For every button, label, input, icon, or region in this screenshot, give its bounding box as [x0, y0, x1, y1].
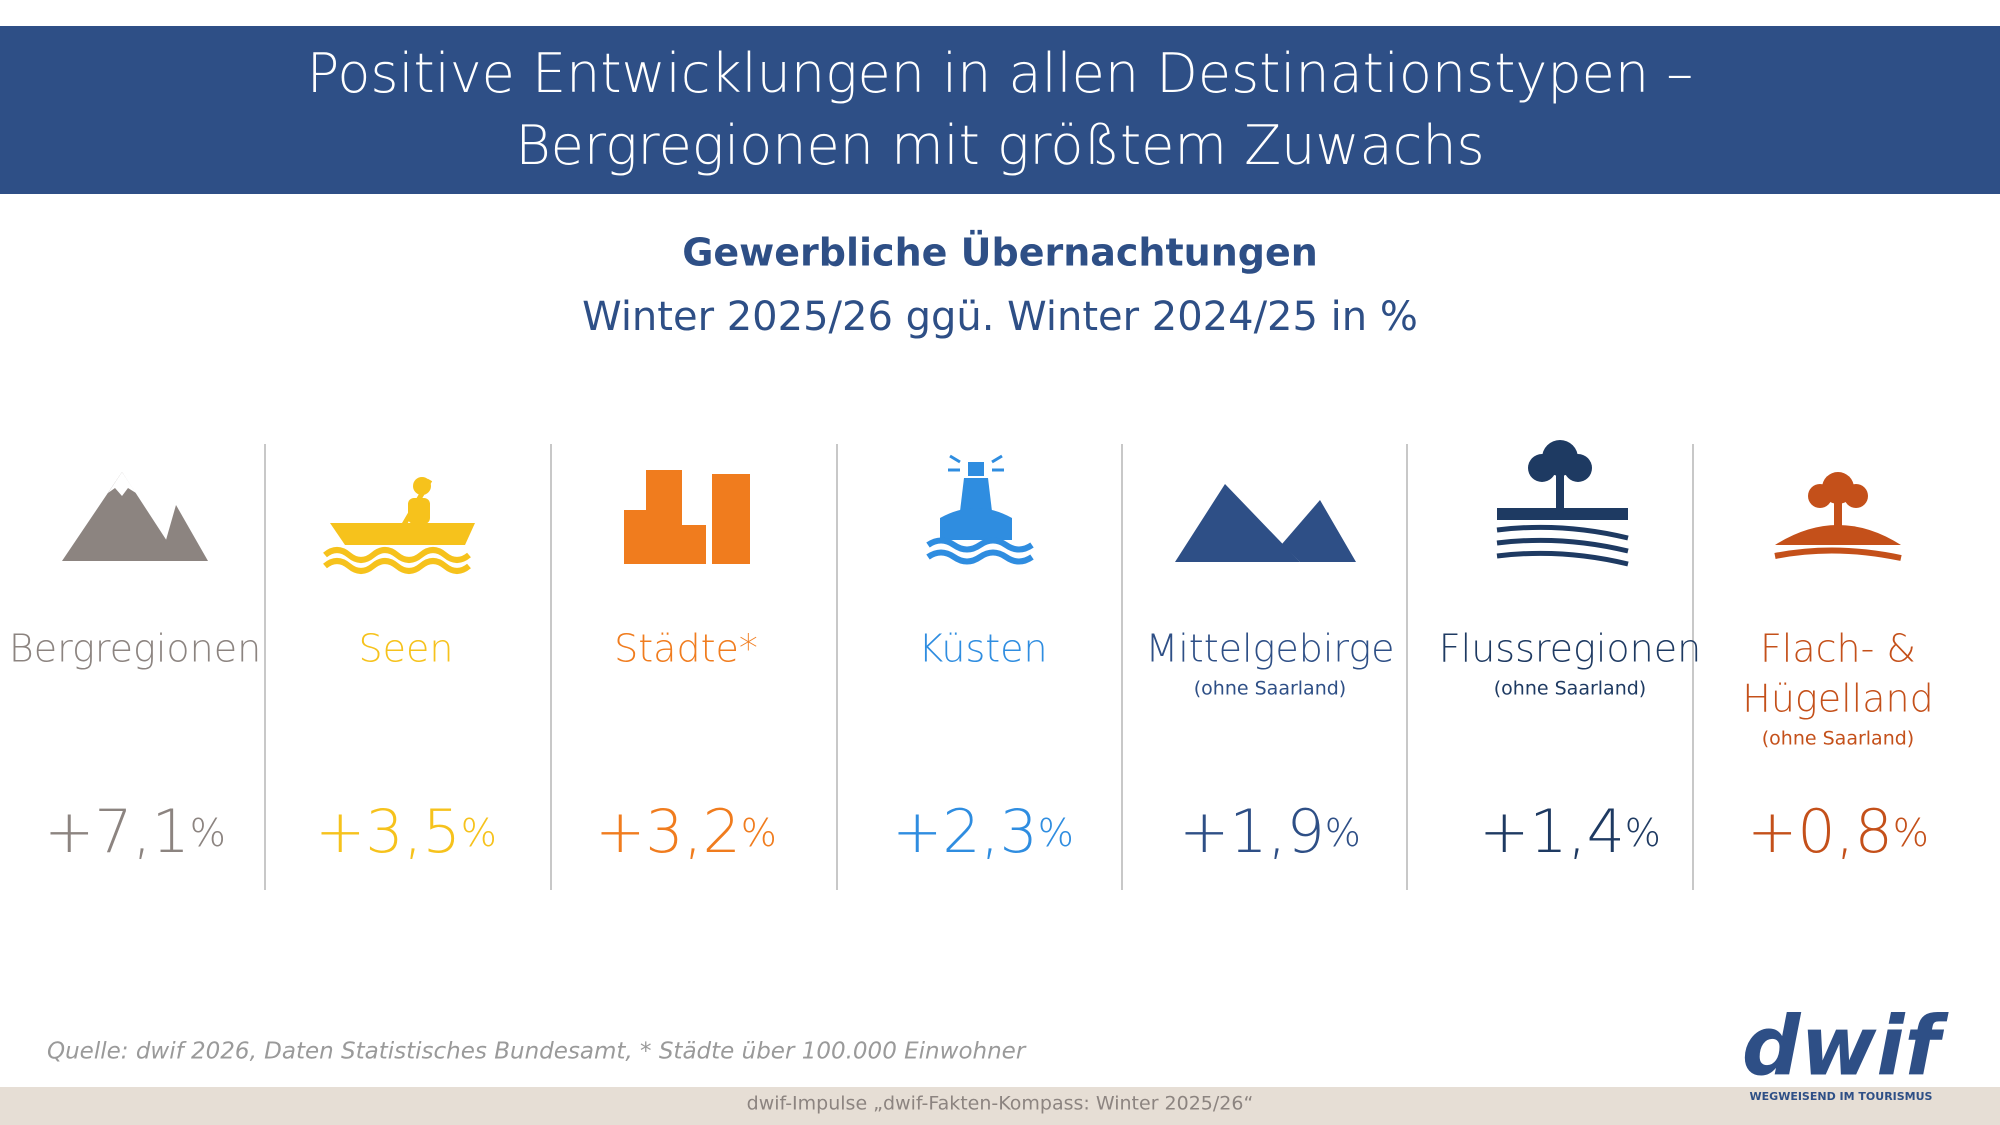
unit: %	[1893, 811, 1929, 855]
column-label: Städte*	[614, 627, 758, 671]
title-line: Bergregionen mit größtem Zuwachs	[515, 114, 1484, 177]
column-label: Seen	[359, 627, 454, 671]
footer-text: dwif-Impulse „dwif-Fakten-Kompass: Winte…	[747, 1093, 1254, 1115]
column-value: +2,3%	[892, 797, 1074, 867]
icon-hills	[1175, 484, 1356, 562]
unit: %	[1325, 811, 1361, 855]
title-line: Positive Entwicklungen in allen Destinat…	[307, 42, 1694, 105]
column-value: +1,4%	[1479, 797, 1661, 867]
subtitle2: Winter 2025/26 ggü. Winter 2024/25 in %	[582, 294, 1418, 340]
unit: %	[741, 811, 777, 855]
icon-kayak	[323, 477, 475, 574]
unit: %	[1625, 811, 1661, 855]
column-note: (ohne Saarland)	[1194, 678, 1346, 700]
value: +0,8	[1747, 797, 1893, 867]
icon-city	[624, 470, 750, 564]
column-note: (ohne Saarland)	[1762, 728, 1914, 750]
value: +2,3	[892, 797, 1038, 867]
column-label: Flussregionen	[1439, 627, 1701, 671]
column-label: Hügelland	[1742, 677, 1933, 721]
footer-band	[0, 1087, 2000, 1125]
unit: %	[190, 811, 226, 855]
column-label: Mittelgebirge	[1145, 627, 1394, 671]
column-note: (ohne Saarland)	[1494, 678, 1646, 700]
value: +1,4	[1479, 797, 1625, 867]
value: +3,2	[595, 797, 741, 867]
column-label: Flach- &	[1760, 627, 1916, 671]
unit: %	[461, 811, 497, 855]
value: +7,1	[44, 797, 190, 867]
subtitle: Gewerbliche Übernachtungen	[682, 231, 1318, 275]
column-value: +0,8%	[1747, 797, 1929, 867]
icon-lighthouse	[926, 454, 1034, 565]
value: +3,5	[315, 797, 461, 867]
logo: dwif	[1742, 999, 1950, 1094]
column-value: +7,1%	[44, 797, 226, 867]
column-value: +3,2%	[595, 797, 777, 867]
icon-river	[1496, 440, 1629, 567]
column-label: Bergregionen	[9, 627, 261, 671]
unit: %	[1038, 811, 1074, 855]
column-label: Küsten	[918, 627, 1047, 671]
icon-mountain	[62, 472, 208, 561]
column-value: +3,5%	[315, 797, 497, 867]
source-note: Quelle: dwif 2026, Daten Statistisches B…	[47, 1039, 1027, 1065]
column-value: +1,9%	[1179, 797, 1361, 867]
header-bar	[0, 26, 2000, 194]
value: +1,9	[1179, 797, 1325, 867]
icon-flatland	[1774, 472, 1902, 561]
logo-tagline: WEGWEISEND IM TOURISMUS	[1750, 1090, 1933, 1103]
